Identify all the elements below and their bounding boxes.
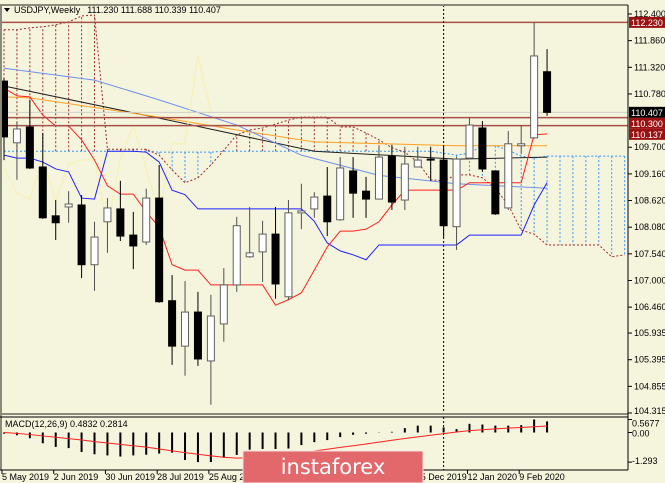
- bullish-candle: [465, 124, 474, 159]
- price-axis-label: 105.395: [634, 355, 665, 365]
- moving-average-line: [3, 96, 548, 147]
- chart-frame: [0, 4, 629, 471]
- bullish-candle: [103, 207, 112, 223]
- triangle-down-icon[interactable]: [4, 8, 10, 12]
- bullish-candle: [284, 212, 293, 298]
- bullish-candle: [142, 197, 151, 243]
- level-price-tag-box: [629, 128, 665, 140]
- chart-header: USDJPY,Weekly 111.230 111.688 110.339 11…: [4, 5, 221, 15]
- bullish-candle: [504, 143, 513, 209]
- senkou-span-a-line: [4, 145, 625, 159]
- bearish-candle: [168, 300, 177, 347]
- moving-average-line: [3, 85, 548, 160]
- time-axis-label: 12 Jan 2020: [467, 472, 517, 482]
- bearish-candle: [426, 158, 435, 161]
- instaforex-logo: instaforex: [242, 450, 424, 483]
- bullish-candle: [413, 159, 422, 168]
- price-axis-label: 104.315: [634, 406, 665, 416]
- level-price-tag-label: 112.230: [631, 18, 663, 28]
- price-axis-label: 111.860: [634, 36, 665, 46]
- macd-axis-label: -1.293: [632, 456, 658, 466]
- macd-axis-label: 0.5677: [632, 418, 660, 428]
- macd-panel: [3, 419, 549, 463]
- bullish-candle: [310, 196, 319, 210]
- price-axis-label: 112.400: [634, 9, 665, 19]
- time-axis-label: 15 Dec 2019: [416, 472, 467, 482]
- time-axis-label: 5 May 2019: [2, 472, 49, 482]
- time-axis[interactable]: 5 May 2019 2 Jun 2019 30 Jun 2019 28 Jul 20…: [1, 470, 565, 482]
- bullish-candle: [219, 284, 228, 325]
- price-axis-label: 108.620: [634, 196, 665, 206]
- ohlc-label: 111.230 111.688 110.339 110.407: [87, 5, 221, 15]
- bearish-candle: [38, 166, 47, 219]
- price-axis-label: 109.160: [634, 169, 665, 179]
- bearish-candle: [491, 170, 500, 215]
- bearish-candle: [155, 197, 164, 303]
- macd-axis-label: 0.00: [632, 429, 650, 439]
- bullish-candle: [232, 225, 241, 286]
- bearish-candle: [439, 159, 448, 227]
- bearish-candle: [271, 233, 280, 285]
- bullish-candle: [245, 252, 254, 258]
- level-price-tag-box: [629, 117, 665, 129]
- time-axis-label: 28 Jul 2019: [157, 472, 204, 482]
- bearish-candle: [25, 126, 34, 169]
- level-price-tag-label: 110.137: [631, 130, 663, 140]
- bullish-candle: [530, 55, 539, 139]
- bearish-candle: [116, 208, 125, 237]
- level-price-tag-label: 110.300: [631, 119, 663, 129]
- price-axis-label: 111.320: [634, 62, 665, 72]
- bullish-candle: [64, 203, 73, 208]
- bullish-candle: [181, 311, 190, 347]
- time-axis-label: 2 Jun 2019: [54, 472, 99, 482]
- price-axis-label: 107.000: [634, 275, 665, 285]
- time-axis-label: 30 Jun 2019: [105, 472, 155, 482]
- price-axis-label: 110.780: [634, 89, 665, 99]
- candles: [0, 22, 552, 405]
- bullish-candle: [452, 158, 461, 228]
- bullish-candle: [400, 163, 409, 201]
- bearish-candle: [129, 234, 138, 247]
- macd-label: MACD(12,26,9) 0.4832 0.2814: [5, 419, 128, 429]
- bullish-candle: [206, 315, 215, 362]
- bearish-candle: [77, 204, 86, 266]
- bearish-candle: [362, 190, 371, 200]
- bearish-candle: [323, 195, 332, 223]
- bullish-candle: [12, 128, 21, 144]
- bearish-candle: [349, 170, 358, 194]
- time-axis-label: 9 Feb 2020: [519, 472, 565, 482]
- time-axis-label: 25 Aug 2019: [209, 472, 260, 482]
- bearish-candle: [193, 311, 202, 360]
- bullish-candle: [90, 236, 99, 266]
- bullish-candle: [374, 156, 383, 200]
- price-axis-label: 104.855: [634, 381, 665, 391]
- current-price-tag-label: 110.407: [631, 108, 663, 118]
- price-axis-label: 107.540: [634, 249, 665, 259]
- bearish-candle: [543, 71, 552, 113]
- logo-background: [242, 450, 424, 483]
- bullish-candle: [336, 167, 345, 221]
- level-price-tag-box: [629, 16, 665, 28]
- logo-text: instaforex: [281, 455, 386, 479]
- bullish-candle: [517, 143, 526, 147]
- bullish-candle: [297, 210, 306, 214]
- symbol-label: USDJPY,Weekly: [14, 5, 81, 15]
- bearish-candle: [478, 127, 487, 170]
- price-axis-label: 109.700: [634, 142, 665, 152]
- price-axis-label: 108.080: [634, 222, 665, 232]
- price-axis-label: 106.460: [634, 302, 665, 312]
- bullish-candle: [258, 233, 267, 253]
- bearish-candle: [51, 215, 60, 224]
- current-price-tag-box: [629, 106, 665, 118]
- price-axis-label: 105.935: [634, 328, 665, 338]
- bearish-candle: [387, 155, 396, 203]
